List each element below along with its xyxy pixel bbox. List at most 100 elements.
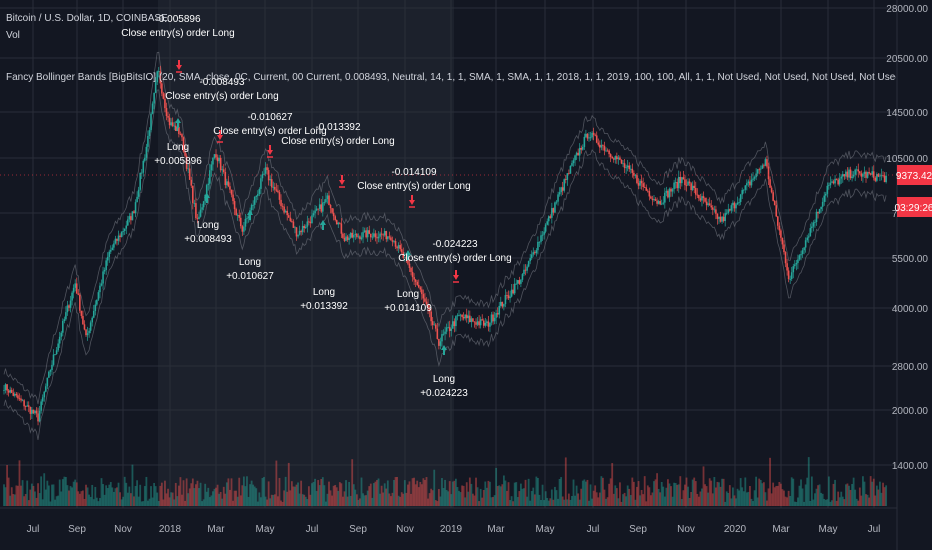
- volume-bar: [182, 480, 185, 506]
- candle-body: [235, 209, 237, 216]
- volume-bar: [250, 480, 253, 506]
- candle-body: [105, 260, 107, 270]
- candle-body: [719, 216, 722, 222]
- close-text: Close entry(s) order Long: [213, 126, 326, 137]
- close-value: -0.010627: [247, 112, 292, 123]
- volume-bar: [215, 487, 217, 506]
- volume-bar: [468, 477, 471, 506]
- candle-body: [424, 298, 426, 302]
- time-tick-label: Sep: [349, 524, 367, 535]
- volume-bar: [433, 469, 436, 506]
- volume-bar: [27, 500, 30, 506]
- candle-body: [260, 178, 262, 189]
- volume-bar: [60, 491, 63, 506]
- candle-body: [572, 160, 575, 164]
- volume-bar: [521, 488, 524, 506]
- candle-body: [637, 183, 640, 186]
- volume-bar: [645, 501, 648, 506]
- volume-bar: [803, 501, 806, 506]
- volume-bar: [202, 499, 205, 506]
- volume-bar: [586, 479, 589, 506]
- volume-bar: [597, 497, 600, 506]
- candle-body: [151, 103, 154, 114]
- volume-bar: [541, 484, 544, 506]
- candle-body: [77, 293, 80, 295]
- candle-body: [178, 126, 180, 134]
- candle-body: [846, 171, 849, 178]
- candle-body: [577, 152, 579, 156]
- volume-bar: [328, 481, 330, 506]
- candle-body: [116, 238, 118, 241]
- candle-body: [742, 189, 745, 191]
- volume-bar: [728, 485, 731, 506]
- volume-legend[interactable]: Vol: [6, 30, 20, 41]
- volume-bar: [639, 495, 641, 506]
- volume-bar: [335, 487, 338, 506]
- volume-bar: [360, 477, 363, 506]
- indicator-legend[interactable]: Fancy Bollinger Bands [BigBitsIO] (20, S…: [6, 72, 896, 83]
- candle-body: [97, 292, 100, 300]
- candle-body: [363, 230, 366, 233]
- volume-bar: [199, 482, 202, 506]
- volume-bar: [762, 482, 765, 506]
- volume-bar: [396, 476, 398, 506]
- candle-body: [436, 328, 439, 339]
- candle-body: [735, 204, 737, 209]
- candle-body: [614, 156, 617, 160]
- candle-body: [332, 212, 335, 217]
- volume-bar: [233, 490, 236, 506]
- candle-body: [419, 287, 422, 290]
- volume-bars: [3, 457, 888, 506]
- candle-body: [394, 241, 397, 247]
- candle-body: [698, 195, 700, 199]
- candle-body: [807, 236, 810, 238]
- candle-body: [18, 398, 21, 400]
- volume-bar: [106, 488, 109, 506]
- candle-body: [270, 179, 273, 188]
- candle-body: [439, 341, 442, 346]
- candle-body: [496, 313, 499, 315]
- volume-bar: [326, 493, 329, 506]
- volume-bar: [43, 473, 46, 506]
- volume-bar: [704, 484, 706, 506]
- candle-body: [51, 364, 53, 370]
- candle-body: [687, 181, 689, 186]
- volume-bar: [368, 486, 371, 506]
- candle-body: [450, 328, 453, 331]
- volume-bar: [29, 489, 32, 506]
- volume-bar: [643, 476, 646, 506]
- long-value: +0.024223: [420, 388, 468, 399]
- candle-body: [79, 294, 81, 311]
- volume-bar: [230, 478, 233, 506]
- candle-body: [170, 122, 172, 126]
- volume-bar: [307, 486, 310, 506]
- candle-body: [625, 167, 627, 169]
- close-value: -0.005896: [155, 14, 200, 25]
- candle-body: [564, 179, 567, 181]
- time-axis[interactable]: Jul Sep Nov 2018 Mar May Jul Sep Nov 2019 Mar May Ju…: [27, 524, 881, 535]
- volume-bar: [177, 485, 180, 506]
- candle-body: [715, 209, 717, 214]
- symbol-title[interactable]: Bitcoin / U.S. Dollar, 1D, COINBASE: [6, 13, 168, 24]
- candle-body: [462, 316, 465, 319]
- candle-body: [783, 244, 785, 253]
- candle-body: [373, 233, 375, 237]
- volume-bar: [444, 479, 446, 506]
- candle-body: [653, 199, 655, 201]
- candle-body: [758, 169, 761, 171]
- volume-bar: [283, 490, 286, 506]
- volume-bar: [742, 491, 745, 506]
- long-entry-arrow: [204, 193, 210, 203]
- candle-body: [691, 185, 694, 191]
- volume-bar: [151, 497, 154, 506]
- candle-body: [164, 98, 166, 109]
- candle-body: [444, 331, 446, 334]
- volume-bar: [569, 499, 572, 506]
- candle-body: [736, 202, 739, 205]
- candle-body: [399, 245, 401, 250]
- volume-bar: [242, 476, 245, 506]
- volume-bar: [366, 490, 369, 506]
- candle-body: [233, 201, 236, 210]
